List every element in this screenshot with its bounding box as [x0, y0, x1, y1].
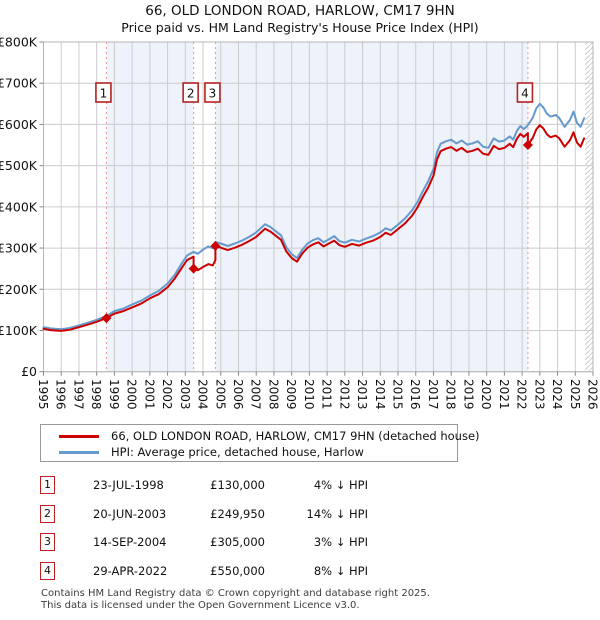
sale-number-label-2: 2	[187, 87, 195, 101]
footer-line: Contains HM Land Registry data © Crown c…	[41, 588, 430, 599]
x-axis-label: 2019	[461, 379, 475, 410]
x-axis-label: 2001	[142, 379, 156, 410]
sale-number-label-3: 3	[209, 87, 217, 101]
legend-label: HPI: Average price, detached house, Harl…	[111, 445, 364, 459]
x-axis-label: 2011	[320, 379, 334, 410]
sale-number-label-4: 4	[521, 87, 529, 101]
x-axis-label: 1997	[71, 379, 85, 410]
legend-label: 66, OLD LONDON ROAD, HARLOW, CM17 9HN (d…	[111, 429, 480, 443]
x-axis-label: 1996	[54, 379, 68, 410]
x-axis-label: 1998	[89, 379, 103, 410]
sale-marker-2	[188, 263, 199, 274]
sale-number-box-2	[182, 82, 199, 103]
table-row: 4 29-APR-2022 £550,000 8% ↓ HPI	[40, 561, 560, 582]
x-axis-label: 2025	[568, 379, 582, 410]
sale-date: 23-JUL-1998	[93, 478, 164, 492]
x-axis-label: 2015	[391, 379, 405, 410]
sale-hpi-delta: 8% ↓ HPI	[313, 563, 368, 578]
sale-date: 14-SEP-2004	[93, 535, 167, 549]
property-line	[42, 124, 586, 332]
y-axis-label: £200K	[0, 282, 38, 297]
x-axis-label: 2004	[196, 379, 210, 410]
table-row: 2 20-JUN-2003 £249,950 14% ↓ HPI	[40, 504, 560, 525]
sale-number-badge: 2	[40, 504, 55, 523]
price-chart: £0 £100K £200K £300K £400K £500K £600K £700K £80…	[0, 35, 600, 410]
x-axis-label: 2008	[266, 379, 280, 410]
hpi-line-swatch	[59, 450, 99, 454]
sale-number-badge: 3	[40, 533, 55, 551]
footer-line: This data is licensed under the Open Gov…	[41, 599, 360, 611]
sale-number-badge: 1	[40, 476, 55, 494]
x-axis-label: 2007	[249, 379, 263, 410]
hpi-line	[42, 102, 586, 331]
x-axis-label: 1999	[107, 379, 121, 410]
sale-number-box-1	[95, 82, 112, 103]
x-axis-label: 2018	[444, 379, 458, 410]
x-axis-label: 1995	[36, 379, 50, 410]
x-axis-label: 2002	[160, 379, 174, 410]
y-axis-label: £100K	[0, 323, 38, 338]
legend-item-property: 66, OLD LONDON ROAD, HARLOW, CM17 9HN (d…	[41, 428, 480, 444]
x-axis-label: 2022	[515, 379, 529, 410]
x-axis-label: 2009	[284, 379, 298, 410]
page-subtitle: Price paid vs. HM Land Registry's House …	[121, 20, 479, 35]
property-line-swatch	[59, 434, 99, 438]
license-footer: Contains HM Land Registry data © Crown c…	[41, 588, 430, 611]
x-axis-label: 2006	[231, 379, 245, 410]
y-axis-label: £400K	[0, 199, 38, 214]
y-axis-label: £800K	[0, 35, 38, 50]
sale-marker-1	[101, 313, 112, 324]
y-axis-label: £300K	[0, 241, 38, 256]
sale-number-box-4	[516, 82, 534, 103]
y-axis-label: £700K	[0, 76, 38, 91]
sale-date: 29-APR-2022	[93, 563, 168, 578]
x-axis-label: 2014	[373, 379, 387, 410]
x-axis-label: 2012	[337, 379, 351, 410]
sale-price: £305,000	[210, 535, 265, 549]
sale-hpi-delta: 3% ↓ HPI	[313, 535, 368, 549]
sale-number-badge: 4	[40, 561, 55, 580]
table-row: 3 14-SEP-2004 £305,000 3% ↓ HPI	[40, 533, 560, 553]
y-axis-label: £0	[21, 364, 37, 379]
page-title: 66, OLD LONDON ROAD, HARLOW, CM17 9HN	[145, 3, 455, 19]
x-axis-label: 2026	[586, 379, 600, 410]
legend-item-hpi: HPI: Average price, detached house, Harl…	[41, 444, 457, 460]
sale-number-box-3	[204, 82, 221, 103]
y-axis-label: £500K	[0, 158, 38, 173]
sale-price: £550,000	[210, 563, 265, 578]
sale-marker-3	[210, 241, 221, 252]
x-axis-label: 2020	[479, 379, 493, 410]
x-axis-label: 2024	[550, 379, 564, 410]
sale-number-label-1: 1	[100, 87, 108, 101]
x-axis-label: 2000	[125, 379, 139, 410]
x-axis-label: 2013	[355, 379, 369, 410]
sale-price: £249,950	[210, 506, 265, 521]
sale-hpi-delta: 4% ↓ HPI	[313, 478, 368, 492]
y-axis-label: £600K	[0, 117, 38, 132]
sale-marker-4	[522, 140, 533, 151]
sale-price: £130,000	[210, 478, 265, 492]
sale-hpi-delta: 14% ↓ HPI	[306, 506, 368, 521]
x-axis-label: 2003	[178, 379, 192, 410]
table-row: 1 23-JUL-1998 £130,000 4% ↓ HPI	[40, 476, 560, 496]
x-axis-label: 2010	[302, 379, 316, 410]
x-axis-label: 2005	[213, 379, 227, 410]
x-axis-label: 2017	[426, 379, 440, 410]
x-axis-label: 2021	[497, 379, 511, 410]
x-axis-label: 2023	[532, 379, 546, 410]
sale-date: 20-JUN-2003	[93, 506, 167, 521]
chart-legend: 66, OLD LONDON ROAD, HARLOW, CM17 9HN (d…	[40, 424, 480, 462]
x-axis-label: 2016	[408, 379, 422, 410]
